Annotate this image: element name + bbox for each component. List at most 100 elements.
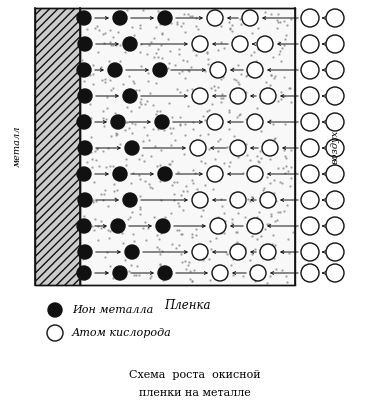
Point — [176, 46, 182, 53]
Point — [190, 119, 196, 125]
Point — [288, 98, 294, 105]
Circle shape — [48, 303, 62, 317]
Circle shape — [326, 264, 344, 282]
Point — [151, 34, 158, 41]
Point — [180, 207, 186, 214]
Point — [128, 179, 134, 186]
Circle shape — [247, 62, 263, 78]
Circle shape — [113, 11, 127, 25]
Point — [238, 21, 244, 28]
Point — [176, 114, 183, 120]
Point — [187, 13, 193, 20]
Point — [159, 30, 165, 37]
Circle shape — [192, 88, 208, 104]
Point — [235, 61, 241, 68]
Text: Ион металла: Ион металла — [72, 305, 153, 315]
Point — [90, 178, 97, 185]
Point — [174, 200, 181, 207]
Point — [275, 18, 282, 25]
Point — [87, 41, 94, 47]
Point — [281, 42, 287, 48]
Circle shape — [301, 217, 319, 235]
Point — [277, 19, 284, 25]
Point — [205, 61, 211, 67]
Point — [154, 232, 160, 238]
Point — [137, 24, 144, 31]
Point — [83, 159, 90, 166]
Point — [215, 147, 222, 154]
Point — [226, 109, 232, 115]
Circle shape — [111, 115, 125, 129]
Point — [278, 58, 285, 64]
Point — [110, 84, 116, 91]
Point — [218, 99, 224, 106]
Point — [151, 54, 158, 61]
Point — [80, 191, 86, 198]
Circle shape — [158, 266, 172, 280]
Point — [144, 132, 150, 139]
Point — [221, 160, 227, 166]
Point — [88, 133, 94, 140]
Point — [258, 127, 264, 134]
Point — [122, 119, 129, 125]
Point — [176, 227, 182, 233]
Point — [242, 245, 248, 252]
Point — [86, 92, 92, 99]
Point — [271, 135, 277, 142]
Point — [119, 230, 125, 237]
Point — [260, 144, 266, 150]
Point — [136, 87, 142, 94]
Circle shape — [326, 217, 344, 235]
Point — [112, 195, 118, 201]
Point — [129, 209, 135, 216]
Point — [246, 217, 252, 224]
Point — [212, 155, 218, 162]
Point — [152, 143, 158, 150]
Point — [85, 120, 91, 127]
Point — [192, 170, 199, 176]
Point — [162, 13, 168, 19]
Point — [88, 149, 94, 155]
Point — [94, 237, 101, 244]
Point — [142, 100, 149, 107]
Point — [193, 231, 199, 238]
Circle shape — [301, 113, 319, 131]
Point — [268, 71, 274, 78]
Point — [160, 276, 166, 283]
Point — [156, 108, 163, 115]
Point — [100, 107, 106, 114]
Point — [80, 62, 86, 69]
Point — [284, 279, 290, 285]
Point — [169, 113, 175, 120]
Circle shape — [212, 265, 228, 281]
Circle shape — [123, 37, 137, 51]
Circle shape — [78, 89, 92, 103]
Point — [169, 240, 175, 247]
Point — [247, 157, 253, 163]
Point — [204, 108, 210, 115]
Point — [127, 214, 133, 220]
Point — [182, 249, 188, 256]
Point — [91, 148, 98, 155]
Circle shape — [210, 62, 226, 78]
Point — [81, 198, 87, 204]
Point — [166, 161, 172, 167]
Point — [230, 65, 237, 71]
Point — [206, 170, 212, 176]
Circle shape — [230, 140, 246, 156]
Point — [113, 92, 119, 98]
Point — [178, 251, 184, 257]
Point — [272, 134, 278, 141]
Point — [222, 217, 229, 224]
Point — [227, 25, 233, 32]
Point — [156, 236, 163, 242]
Point — [278, 179, 285, 186]
Point — [176, 69, 182, 76]
Point — [282, 273, 289, 279]
Point — [113, 227, 120, 234]
Point — [172, 62, 178, 69]
Point — [226, 125, 232, 132]
Point — [141, 158, 147, 164]
Point — [115, 29, 121, 36]
Circle shape — [77, 266, 91, 280]
